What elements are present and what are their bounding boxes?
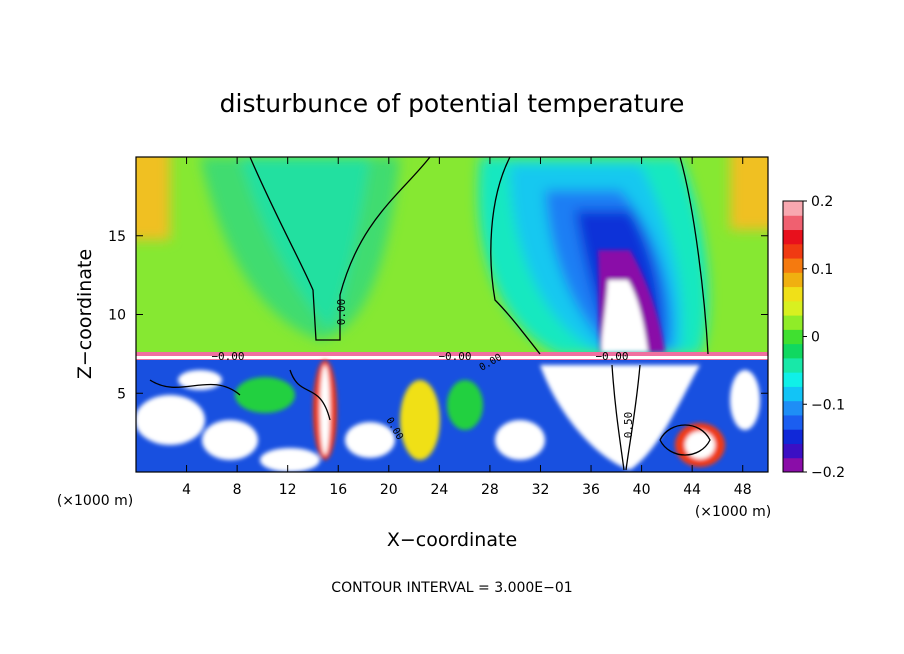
x-tick-label: 28 [481,482,499,498]
contour-zero-right [490,157,709,355]
x-tick-label: 48 [734,482,752,498]
colorbar-tick-label: −0.1 [811,397,845,413]
x-tick-label: 24 [430,482,448,498]
contour-label-2: −0.00 [211,350,244,363]
colorbar-swatch [783,343,803,359]
x-tick-label: 4 [182,482,191,498]
colorbar-swatch [783,429,803,444]
y-tick-label: 15 [108,229,126,245]
colorbar-swatch [783,215,803,231]
heatmap-field [136,157,768,472]
colorbar-swatch [783,229,803,245]
x-tick-label: 8 [233,482,242,498]
colorbar-swatch [783,457,803,473]
contour-label-7: 0.50 [622,412,635,439]
colorbar-swatch [783,243,803,259]
colorbar [782,200,804,473]
colorbar-swatch [783,300,803,316]
contour-lower-a [149,369,331,421]
colorbar-swatch [783,386,803,402]
y-axis-label: Z−coordinate [74,249,96,379]
contour-interval-note: CONTOUR INTERVAL = 3.000E−01 [331,580,572,596]
x-tick-label: 12 [279,482,297,498]
colorbar-tick-label: 0.1 [811,262,833,278]
colorbar-swatch [783,372,803,387]
contour-label-1: 0.00 [335,299,348,326]
x-unit-right: (×1000 m) [695,504,771,520]
x-tick-label: 16 [329,482,347,498]
y-ticks: 5 10 15 [108,229,768,402]
contour-lines [149,157,711,471]
x-unit-left: (×1000 m) [57,493,133,509]
colorbar-swatch [783,272,803,288]
colorbar-swatch [783,443,803,459]
x-tick-label: 44 [683,482,701,498]
x-tick-label: 20 [380,482,398,498]
colorbar-swatch [783,329,803,345]
x-tick-label: 32 [532,482,550,498]
contour-label-3: −0.00 [438,350,471,363]
colorbar-swatch [783,357,803,373]
colorbar-swatch [783,201,803,216]
chart-title: disturbunce of potential temperature [220,89,685,118]
colorbar-swatch [783,414,803,430]
contour-lower-b [659,424,711,456]
colorbar-swatch [783,286,803,302]
y-tick-label: 5 [117,386,126,402]
colorbar-tick-label: 0 [811,330,820,346]
x-tick-label: 40 [633,482,651,498]
colorbar-ticks: 0.2 0.1 0 −0.1 −0.2 [803,194,845,481]
colorbar-swatch [783,258,803,273]
x-ticks: 4 8 12 16 20 24 28 32 36 40 44 48 [182,157,752,498]
x-axis-label: X−coordinate [387,529,517,551]
x-tick-label: 36 [582,482,600,498]
colorbar-swatch [783,400,803,416]
y-tick-label: 10 [108,308,126,324]
colorbar-swatch [783,315,803,330]
colorbar-tick-label: 0.2 [811,194,833,210]
colorbar-tick-label: −0.2 [811,465,845,481]
contour-label-4: −0.00 [595,350,628,363]
contour-05 [611,364,641,471]
contour-zero-left [249,157,431,341]
